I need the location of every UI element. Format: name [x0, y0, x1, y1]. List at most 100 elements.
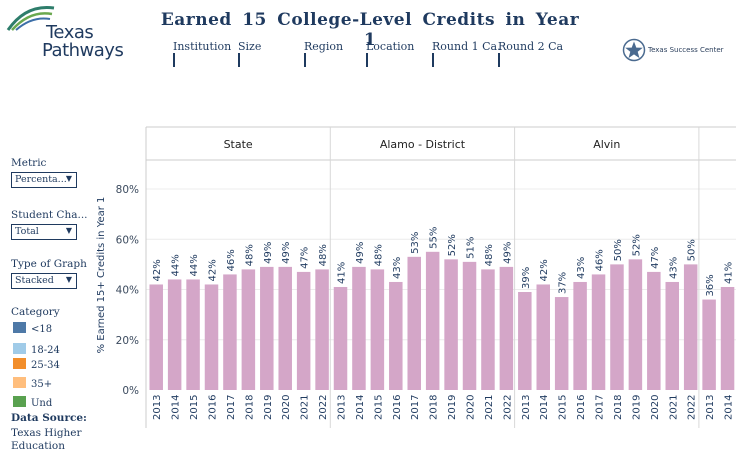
texas-pathways-logo: Texas Pathways: [6, 2, 146, 64]
data-label: 39%: [521, 267, 532, 289]
bar: [647, 271, 661, 390]
x-tick-label: 2014: [724, 395, 735, 420]
x-tick-label: 2016: [208, 395, 219, 420]
x-tick-label: 2019: [447, 395, 458, 420]
bar: [518, 292, 532, 390]
bar: [149, 284, 163, 390]
bar: [462, 261, 477, 390]
data-label: 51%: [466, 237, 477, 259]
metric-label: Metric: [11, 157, 47, 169]
x-tick-label: 2015: [558, 395, 569, 420]
x-tick-label: 2014: [171, 395, 182, 420]
texas-success-center-logo: Texas Success Center: [622, 38, 732, 64]
filter-label: Size: [238, 40, 262, 53]
filter-handle[interactable]: [498, 53, 500, 67]
category-swatch[interactable]: [13, 396, 26, 407]
x-tick-label: 2017: [226, 395, 237, 420]
bar: [296, 271, 311, 390]
y-tick-label: 0%: [122, 385, 139, 397]
filter-handle[interactable]: [432, 53, 434, 67]
student-characteristic-select[interactable]: Total ▼: [11, 224, 77, 240]
filter-region[interactable]: Region: [304, 40, 343, 67]
panel-header: Alvin: [593, 138, 620, 151]
bar: [702, 299, 716, 390]
filter-label: Location: [366, 40, 415, 53]
graph-type-label: Type of Graph: [11, 258, 87, 270]
bar: [278, 266, 292, 390]
logo-text-texas: Texas: [46, 22, 94, 43]
bar: [389, 281, 403, 390]
x-tick-label: 2019: [631, 395, 642, 420]
bar: [186, 279, 200, 390]
data-label: 43%: [668, 257, 679, 279]
x-tick-label: 2022: [502, 395, 513, 420]
data-label: 52%: [447, 234, 458, 256]
filter-round2[interactable]: Round 2 Ca: [498, 40, 564, 67]
x-tick-label: 2021: [484, 395, 495, 420]
x-tick-label: 2015: [189, 395, 200, 420]
data-source-line1: Texas Higher: [11, 427, 82, 439]
bar: [425, 251, 440, 390]
category-swatch[interactable]: [13, 377, 26, 388]
x-tick-label: 2015: [373, 395, 384, 420]
category-swatch[interactable]: [13, 343, 26, 354]
bar: [444, 259, 458, 390]
filter-institution[interactable]: Institution: [173, 40, 232, 67]
data-label: 52%: [631, 234, 642, 256]
bar: [683, 264, 698, 390]
data-label: 42%: [152, 259, 163, 281]
y-tick-label: 20%: [116, 335, 139, 347]
x-tick-label: 2016: [392, 395, 403, 420]
x-tick-label: 2016: [576, 395, 587, 420]
data-label: 41%: [724, 262, 735, 284]
bar: [536, 284, 550, 390]
data-label: 41%: [337, 262, 348, 284]
x-tick-label: 2017: [595, 395, 606, 420]
category-swatch[interactable]: [13, 322, 26, 333]
x-tick-label: 2022: [318, 395, 329, 420]
filter-label: Institution: [173, 40, 232, 53]
filter-location[interactable]: Location: [366, 40, 415, 67]
data-label: 37%: [558, 272, 569, 294]
bar: [499, 266, 514, 390]
panel-header: Alamo - District: [380, 138, 466, 151]
filter-round1[interactable]: Round 1 Ca.: [432, 40, 501, 67]
chevron-down-icon: ▼: [65, 174, 72, 183]
graph-type-select[interactable]: Stacked ▼: [11, 273, 77, 289]
data-label: 48%: [373, 244, 384, 266]
panel-header: State: [224, 138, 253, 151]
x-tick-label: 2018: [244, 395, 255, 420]
data-label: 44%: [189, 254, 200, 276]
x-tick-label: 2013: [705, 395, 716, 420]
metric-select[interactable]: Percenta... ▼: [11, 172, 77, 188]
data-label: 36%: [705, 274, 716, 296]
filter-size[interactable]: Size: [238, 40, 262, 67]
bar: [370, 269, 385, 390]
data-label: 46%: [595, 249, 606, 271]
filter-handle[interactable]: [238, 53, 240, 67]
x-tick-label: 2020: [466, 395, 477, 420]
filter-handle[interactable]: [366, 53, 368, 67]
filter-label: Round 2 Ca: [498, 40, 564, 53]
y-tick-label: 60%: [116, 234, 139, 246]
data-label: 47%: [300, 247, 311, 269]
data-label: 42%: [539, 259, 550, 281]
filter-handle[interactable]: [173, 53, 175, 67]
right-logo-text: Texas Success Center: [648, 46, 724, 54]
chevron-down-icon: ▼: [65, 275, 72, 284]
data-label: 46%: [226, 249, 237, 271]
category-swatch[interactable]: [13, 358, 26, 369]
page-title: Earned 15 College-Level Credits in Year …: [160, 10, 580, 50]
x-tick-label: 2020: [650, 395, 661, 420]
y-axis-label: % Earned 15+ Credits in Year 1: [96, 197, 107, 354]
bar: [591, 274, 606, 390]
category-label: 35+: [31, 379, 53, 390]
bar: [204, 284, 219, 390]
data-label: 48%: [244, 244, 255, 266]
graph-type-value: Stacked: [15, 275, 54, 286]
x-tick-label: 2018: [429, 395, 440, 420]
data-label: 43%: [576, 257, 587, 279]
filter-handle[interactable]: [304, 53, 306, 67]
category-label: Und: [31, 398, 53, 409]
